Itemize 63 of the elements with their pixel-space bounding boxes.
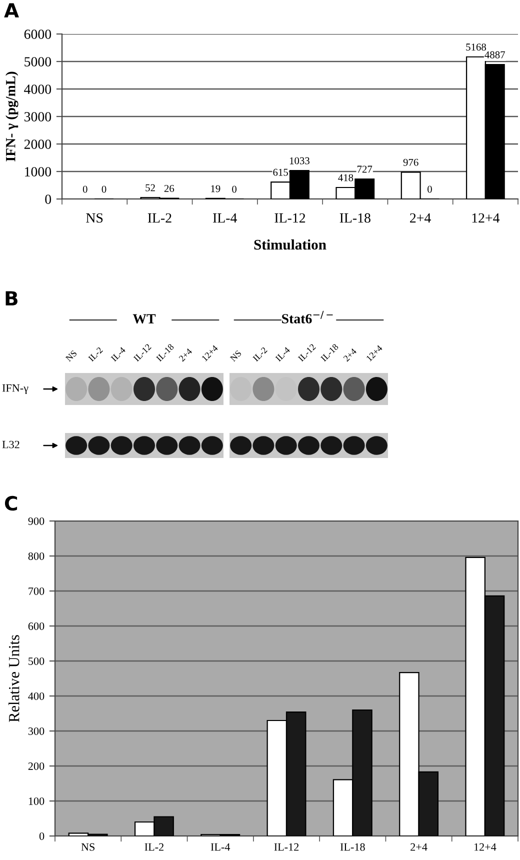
category-label: IL-2 <box>252 346 268 362</box>
category-label: 2+4 <box>343 348 357 362</box>
x-axis-title: Stimulation <box>254 239 326 250</box>
category-label: IFN-γ <box>2 384 28 394</box>
y-tick-label: 4000 <box>24 84 52 94</box>
x-tick-label: NS <box>81 843 94 851</box>
x-tick-label: IL-4 <box>210 843 230 851</box>
y-axis-title: Relative Units <box>8 635 20 722</box>
data-label: 0 <box>82 186 88 193</box>
x-tick-label: IL-12 <box>274 213 306 223</box>
data-label: 727 <box>357 166 372 173</box>
y-tick-label: 600 <box>28 622 44 630</box>
y-tick-label: 700 <box>28 587 44 595</box>
category-label: IL-4 <box>275 346 290 362</box>
x-tick-label: IL-2 <box>144 843 164 851</box>
y-tick-label: 3000 <box>24 112 52 122</box>
y-tick-label: 400 <box>28 692 44 700</box>
data-label: 0 <box>102 186 106 193</box>
x-tick-label: IL-18 <box>340 843 365 851</box>
category-label: L32 <box>2 440 20 448</box>
data-label: 418 <box>338 174 354 182</box>
y-tick-label: 6000 <box>24 30 52 39</box>
data-label: 615 <box>273 168 288 176</box>
x-tick-label: NS <box>86 213 103 223</box>
data-label: 26 <box>164 185 174 192</box>
chart-title: C <box>4 496 18 511</box>
text: B <box>6 291 18 306</box>
y-tick-label: 2000 <box>24 140 52 149</box>
data-label: 4887 <box>484 51 505 58</box>
x-tick-label: IL-18 <box>340 213 370 223</box>
y-tick-label: 0 <box>45 194 52 204</box>
text: WT <box>132 314 156 324</box>
data-label: 1033 <box>290 157 310 164</box>
y-tick-label: 900 <box>28 517 44 525</box>
x-tick-label: 2+4 <box>410 213 431 223</box>
y-tick-label: 200 <box>28 762 44 770</box>
data-label: 19 <box>211 185 220 192</box>
data-label: 52 <box>146 184 155 192</box>
category-label: IL-4 <box>110 346 126 362</box>
category-label: NS <box>230 350 242 362</box>
y-axis-title: IFN- γ (pg/mL) <box>6 72 18 162</box>
x-tick-label: 12+4 <box>474 843 496 851</box>
y-tick-label: 1000 <box>25 167 52 176</box>
y-tick-label: 300 <box>28 727 44 735</box>
y-tick-label: 100 <box>28 797 44 805</box>
data-label: 5168 <box>466 44 486 51</box>
category-label: 2+4 <box>178 348 192 362</box>
chart-title: A <box>4 3 19 18</box>
x-tick-label: 2+4 <box>410 843 428 851</box>
category-label: IL-2 <box>88 346 103 362</box>
data-label: 976 <box>403 158 418 166</box>
data-label: 0 <box>428 186 432 193</box>
y-tick-label: 800 <box>28 552 44 560</box>
x-tick-label: IL-4 <box>213 213 237 223</box>
y-tick-label: 500 <box>28 657 44 665</box>
text: Stat6$^{−/−}$ <box>282 310 333 324</box>
x-tick-label: IL-2 <box>148 213 172 223</box>
data-label: 0 <box>232 186 237 193</box>
category-label: NS <box>65 350 78 362</box>
y-tick-label: 5000 <box>24 57 52 66</box>
x-tick-label: 12+4 <box>472 213 500 223</box>
x-tick-label: IL-12 <box>274 843 299 851</box>
y-tick-label: 0 <box>39 832 44 840</box>
